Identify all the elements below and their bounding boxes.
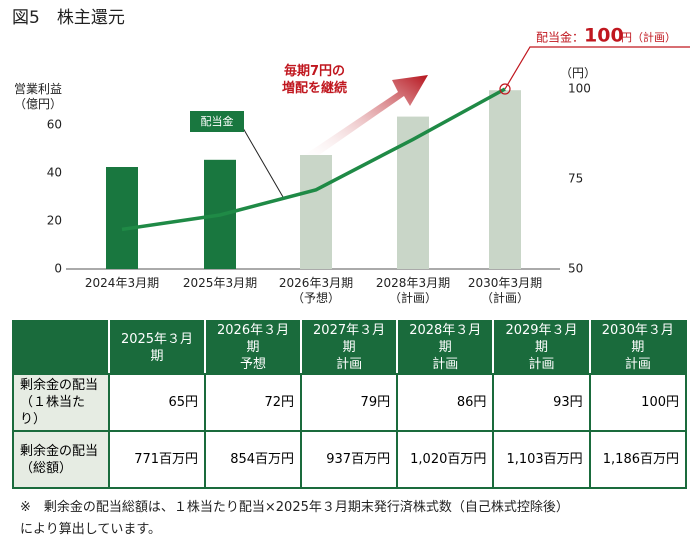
table-cell: 86円	[396, 373, 495, 432]
target-prefix: 配当金：	[536, 30, 584, 45]
x-tick-label: 2025年3月期	[182, 276, 258, 290]
table-cell: 72円	[204, 373, 303, 432]
table-cell: 1,186百万円	[588, 430, 688, 489]
growth-label: 毎期7円の 増配を継続	[282, 64, 348, 96]
y-axis-label: 営業利益 （億円）	[14, 82, 63, 111]
table-cell: 79円	[300, 373, 399, 432]
y2-tick-label: 50	[568, 262, 583, 276]
table-cell: 1,020百万円	[396, 430, 495, 489]
table-cell: 937百万円	[300, 430, 399, 489]
table-cell	[12, 320, 110, 375]
table-cell: 2025年３月期	[107, 320, 207, 375]
bar	[300, 155, 332, 269]
callout-box	[190, 111, 244, 132]
y-tick-label: 0	[54, 262, 62, 276]
table-cell: 771百万円	[107, 430, 207, 489]
table-cell: 854百万円	[204, 430, 303, 489]
line	[121, 87, 506, 232]
y-tick-label: 20	[47, 214, 62, 228]
table-cell: 2030年３月期 計画	[588, 320, 688, 375]
table-cell: 1,103百万円	[492, 430, 591, 489]
y-tick-label: 60	[47, 118, 62, 132]
table-cell: 剰余金の配当 （総額）	[12, 430, 110, 489]
x-tick-label: 2028年3月期 （計画）	[375, 276, 451, 305]
line-label: 配当金	[201, 114, 234, 128]
end-marker	[499, 83, 511, 95]
table: 2025年３月期 2026年３月期 予想 2027年３月期 計画 2028年３月期 計…	[12, 320, 688, 489]
table-cell: 2027年３月期 計画	[300, 320, 399, 375]
x-tick-label: 2024年3月期	[84, 276, 160, 290]
table-cell: 2028年３月期 計画	[396, 320, 495, 375]
x-tick-label: 2026年3月期 （予想）	[278, 276, 354, 305]
title: 図5 株主還元	[12, 8, 125, 28]
bar	[106, 167, 138, 269]
target-value: 100	[584, 25, 624, 47]
table-cell: 65円	[107, 373, 207, 432]
y-tick-label: 40	[47, 166, 62, 180]
callout-line	[242, 127, 284, 198]
table-cell: 2029年３月期 計画	[492, 320, 591, 375]
y2-tick-label: 100	[568, 82, 591, 96]
table-cell: 93円	[492, 373, 591, 432]
footnote: ※ 剰余金の配当総額は、１株当たり配当×2025年３月期末発行済株式数（自己株式…	[20, 500, 569, 537]
chart: 図5 株主還元 配当金 配当金： 100 円（計画） 0 20 40 60 50 75 10…	[12, 8, 690, 276]
x-tick-label: 2030年3月期 （計画）	[467, 276, 543, 305]
bar	[489, 90, 521, 269]
growth-arrow	[300, 75, 428, 164]
bar	[397, 116, 429, 269]
target-suffix: 円（計画）	[621, 30, 676, 44]
table-cell: 剰余金の配当 （１株当たり）	[12, 373, 110, 432]
y2-tick-label: 75	[568, 172, 583, 186]
callout-line	[504, 46, 690, 90]
y2-axis-label: （円）	[560, 66, 597, 80]
table-cell: 2026年３月期 予想	[204, 320, 303, 375]
table-cell: 100円	[588, 373, 688, 432]
